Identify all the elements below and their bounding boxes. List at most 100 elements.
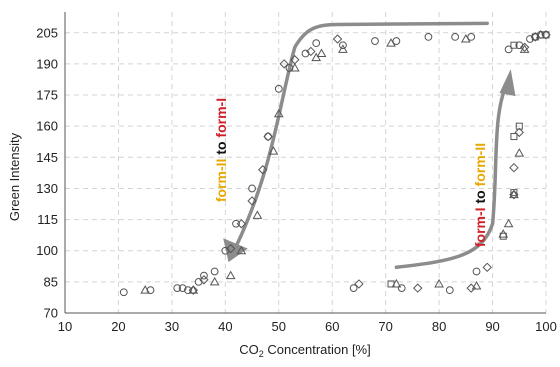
data-point-triangle	[514, 148, 525, 157]
data-point-diamond	[199, 275, 209, 285]
annotation-form-ii-to-form-i: form-II to form-I	[213, 98, 229, 202]
data-point-circle	[467, 33, 476, 41]
data-point-triangle	[338, 44, 348, 53]
data-point-circle	[232, 219, 240, 228]
data-point-triangle	[316, 48, 327, 58]
data-point-circle	[349, 284, 358, 292]
data-point-square	[510, 133, 518, 141]
data-point-triangle	[311, 52, 322, 62]
data-point-circle	[301, 49, 310, 58]
data-point-circle	[445, 286, 454, 295]
annotation-part: to	[472, 186, 488, 207]
annotation-part: form-II	[213, 159, 229, 203]
y-tick-label: 205	[36, 25, 58, 40]
annotation-part: form-I	[213, 98, 229, 138]
data-point-diamond	[519, 42, 530, 52]
data-point-triangle	[471, 281, 482, 290]
data-point-circle	[424, 33, 433, 41]
data-point-circle	[173, 284, 182, 292]
data-points	[119, 29, 551, 297]
x-tick-label: 100	[535, 319, 557, 334]
data-point-diamond	[258, 165, 268, 175]
data-point-triangle	[140, 285, 151, 294]
data-point-circle	[178, 284, 187, 292]
data-point-diamond	[466, 283, 476, 293]
annotation-part: form-II	[472, 143, 488, 187]
data-point-square	[542, 31, 550, 39]
data-point-circle	[397, 284, 406, 292]
data-point-square	[510, 41, 518, 49]
data-point-diamond	[306, 46, 316, 57]
x-tick-label: 50	[272, 319, 286, 334]
data-point-triangle	[519, 44, 530, 53]
annotation-part: form-I	[472, 207, 488, 247]
y-tick-label: 100	[36, 243, 58, 258]
data-point-diamond	[354, 279, 364, 289]
data-point-circle	[200, 271, 208, 280]
data-point-diamond	[514, 127, 524, 138]
data-point-circle	[504, 45, 513, 54]
x-axis-label: CO2 Concentration [%]	[239, 342, 370, 359]
data-point-triangle	[225, 270, 236, 280]
y-tick-label: 160	[36, 119, 58, 134]
annotation-part: to	[213, 138, 229, 159]
data-point-triangle	[434, 278, 444, 288]
data-point-square	[510, 189, 518, 197]
y-tick-label: 175	[36, 88, 58, 103]
arrow-form-ii-to-form-i	[234, 21, 489, 249]
data-point-diamond	[279, 59, 289, 69]
data-point-square	[387, 280, 395, 288]
data-point-circle	[119, 288, 128, 297]
data-point-square	[531, 33, 539, 41]
y-tick-label: 115	[37, 212, 58, 227]
data-point-circle	[264, 132, 272, 141]
y-tick-label: 145	[36, 150, 58, 165]
data-point-circle	[339, 41, 347, 50]
data-point-diamond	[332, 34, 343, 44]
y-tick-label: 190	[36, 56, 58, 71]
x-tick-label: 80	[432, 319, 446, 334]
data-point-diamond	[263, 131, 273, 142]
x-tick-label: 30	[165, 319, 179, 334]
data-point-diamond	[482, 262, 492, 273]
data-point-triangle	[209, 276, 220, 286]
data-point-triangle	[289, 63, 300, 72]
data-point-triangle	[236, 245, 247, 255]
y-tick-label: 85	[44, 274, 58, 289]
data-point-circle	[248, 184, 256, 193]
arrow-head	[499, 69, 516, 97]
x-tick-label: 60	[325, 319, 339, 334]
data-point-diamond	[247, 196, 257, 206]
data-point-square	[499, 232, 507, 240]
data-point-triangle	[268, 146, 279, 155]
y-tick-label: 130	[36, 181, 58, 196]
y-axis-label: Green Intensity	[7, 132, 22, 221]
data-point-triangle	[273, 108, 284, 118]
data-point-circle	[146, 286, 155, 295]
x-tick-label: 90	[485, 319, 499, 334]
data-point-square	[515, 122, 523, 130]
data-point-diamond	[188, 285, 198, 295]
data-point-diamond	[413, 283, 423, 293]
data-point-triangle	[386, 38, 396, 47]
annotation-form-i-to-form-ii: form-I to form-II	[472, 143, 488, 247]
data-point-circle	[371, 37, 379, 45]
axes	[64, 12, 546, 314]
y-tick-label: 70	[44, 306, 58, 321]
data-point-circle	[274, 84, 283, 93]
data-point-triangle	[460, 33, 471, 43]
data-point-circle	[472, 267, 481, 276]
data-point-circle	[392, 37, 401, 45]
data-point-triangle	[509, 189, 519, 199]
tick-labels: 10 20 30 40 50 60 70 80 90 100 70 85 100 115 130 145 160…	[36, 25, 557, 334]
data-point-circle	[210, 267, 219, 276]
data-point-triangle	[252, 210, 263, 219]
x-tick-label: 10	[58, 319, 72, 334]
data-point-diamond	[509, 162, 519, 173]
x-tick-label: 40	[218, 319, 232, 334]
arrows	[223, 21, 516, 270]
data-point-triangle	[503, 218, 514, 228]
x-tick-label: 70	[378, 319, 392, 334]
grid	[65, 12, 547, 313]
